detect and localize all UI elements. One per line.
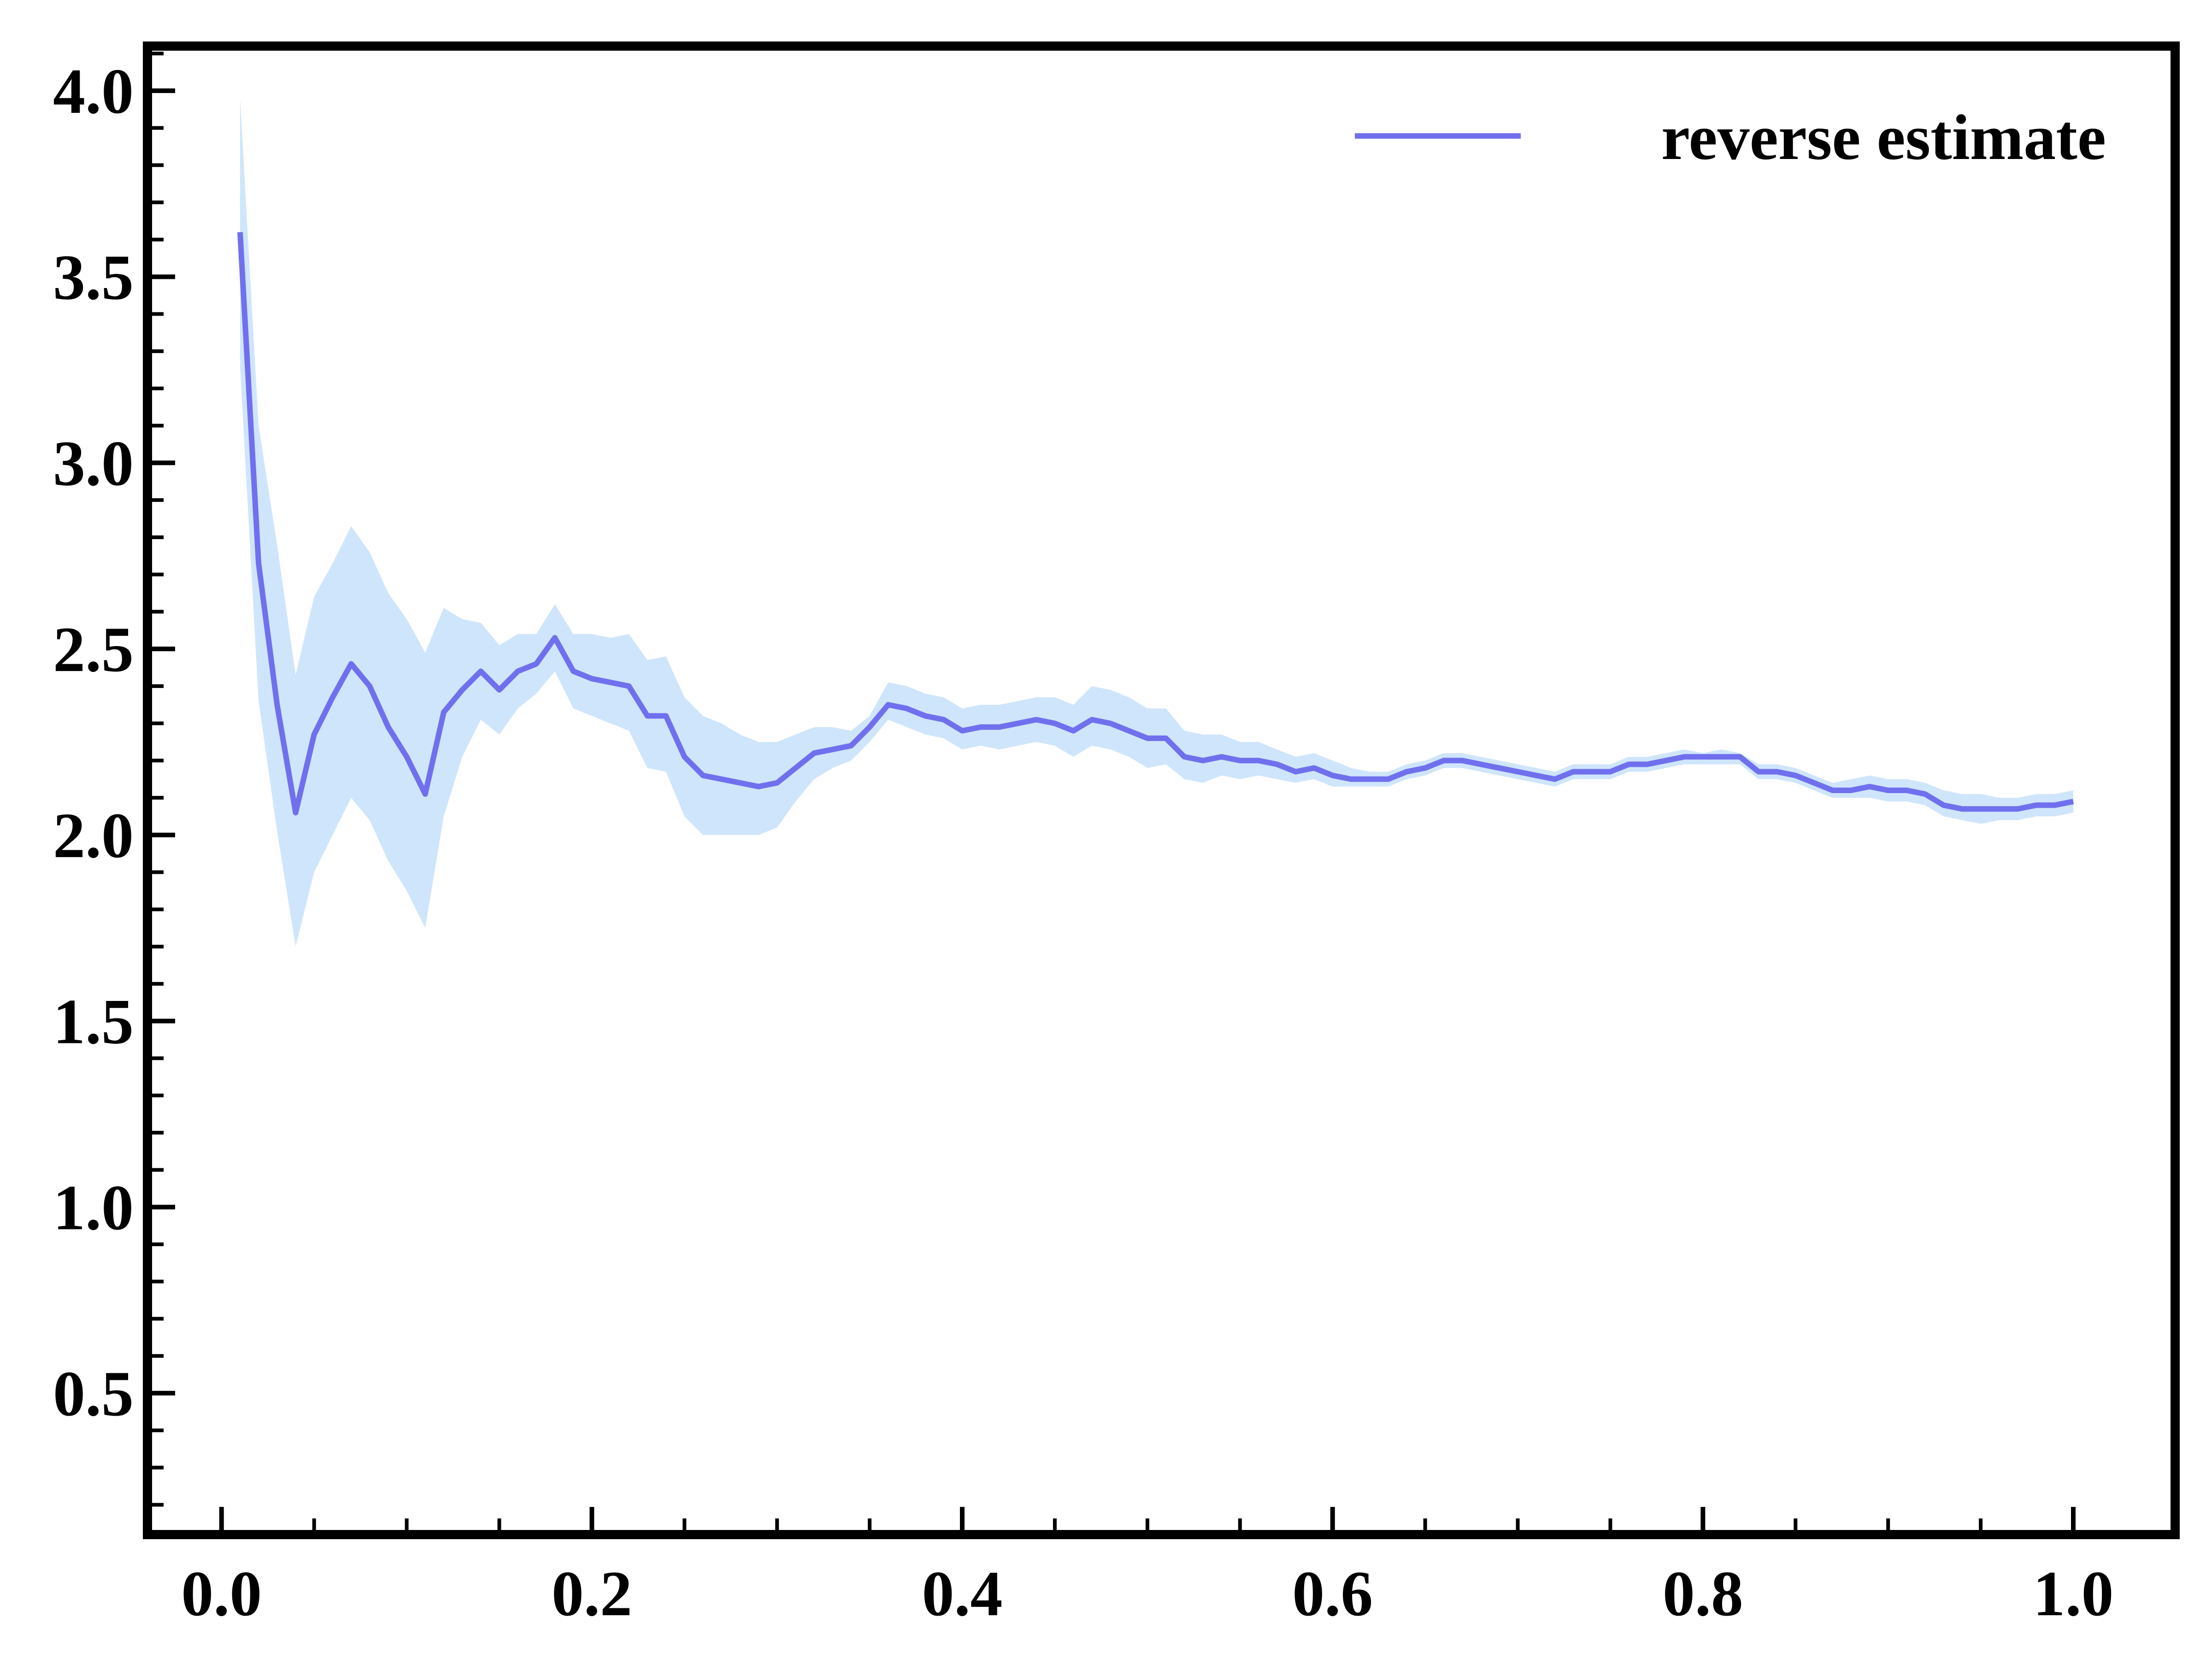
- y-tick-label: 0.5: [53, 1358, 134, 1430]
- confidence-band: [240, 98, 2074, 947]
- legend-label-reverse-estimate: reverse estimate: [1661, 102, 2106, 173]
- y-tick-label: 3.0: [53, 428, 134, 499]
- series-line-layer: [237, 232, 2074, 816]
- x-tick-label: 0.8: [1663, 1558, 1743, 1630]
- tick-labels-layer: 0.0 0.2 0.4 0.6 0.8 1.0 0.5 1.0 1.5 2.0 2.5 3.0 3.5 4…: [53, 56, 2113, 1630]
- y-tick-label: 1.5: [53, 986, 134, 1058]
- x-tick-label: 0.4: [922, 1558, 1003, 1630]
- x-tick-label: 0.6: [1292, 1558, 1373, 1630]
- legend: reverse estimate: [1355, 102, 2106, 173]
- y-tick-label: 4.0: [53, 56, 134, 127]
- y-tick-label: 3.5: [53, 242, 134, 313]
- series-line-reverse-estimate: [237, 232, 2074, 816]
- x-tick-label: 0.0: [181, 1558, 262, 1630]
- y-tick-label: 2.5: [53, 614, 134, 685]
- plot-frame: [143, 41, 2180, 1539]
- y-tick-label: 1.0: [53, 1172, 134, 1243]
- confidence-band-layer: [240, 98, 2074, 947]
- x-tick-label: 1.0: [2033, 1558, 2113, 1630]
- y-tick-label: 2.0: [53, 800, 134, 871]
- x-tick-label: 0.2: [552, 1558, 632, 1630]
